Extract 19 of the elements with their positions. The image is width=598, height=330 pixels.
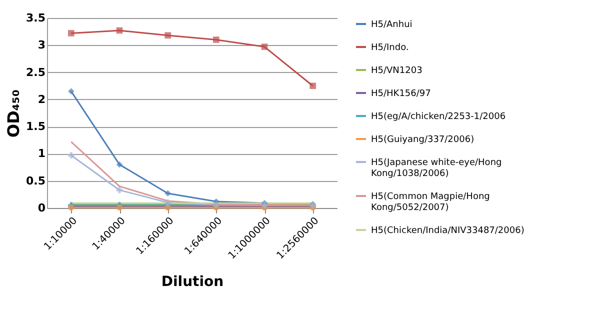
legend-label: H5(eg/A/chicken/2253-1/2006 — [371, 112, 506, 122]
legend-label: H5/VN1203 — [371, 66, 422, 76]
legend-label: H5(Common Magpie/Hong Kong/5052/2007) — [371, 192, 490, 213]
legend-label: H5/Indo. — [371, 43, 409, 53]
y-tick-label: 3 — [38, 38, 46, 52]
legend-label: H5(Guiyang/337/2006) — [371, 135, 474, 145]
y-axis-title: OD₄₅₀ — [4, 90, 24, 138]
legend-label: H5(Japanese white-eye/Hong Kong/1038/2006) — [371, 158, 502, 179]
y-tick-label: 1.5 — [26, 120, 46, 134]
legend-label: H5/Anhui — [371, 20, 412, 30]
legend-label: H5/HK156/97 — [371, 89, 431, 99]
x-axis-title: Dilution — [161, 274, 224, 290]
y-tick-label: 0.5 — [26, 174, 46, 188]
legend-label: H5(Chicken/India/NIV33487/2006) — [371, 226, 524, 236]
y-tick-label: 3.5 — [26, 12, 46, 24]
y-tick-label: 2 — [38, 92, 46, 106]
y-tick-label: 1 — [38, 147, 46, 160]
y-tick-label: 2.5 — [26, 66, 46, 79]
y-tick-label: 0 — [38, 202, 46, 214]
